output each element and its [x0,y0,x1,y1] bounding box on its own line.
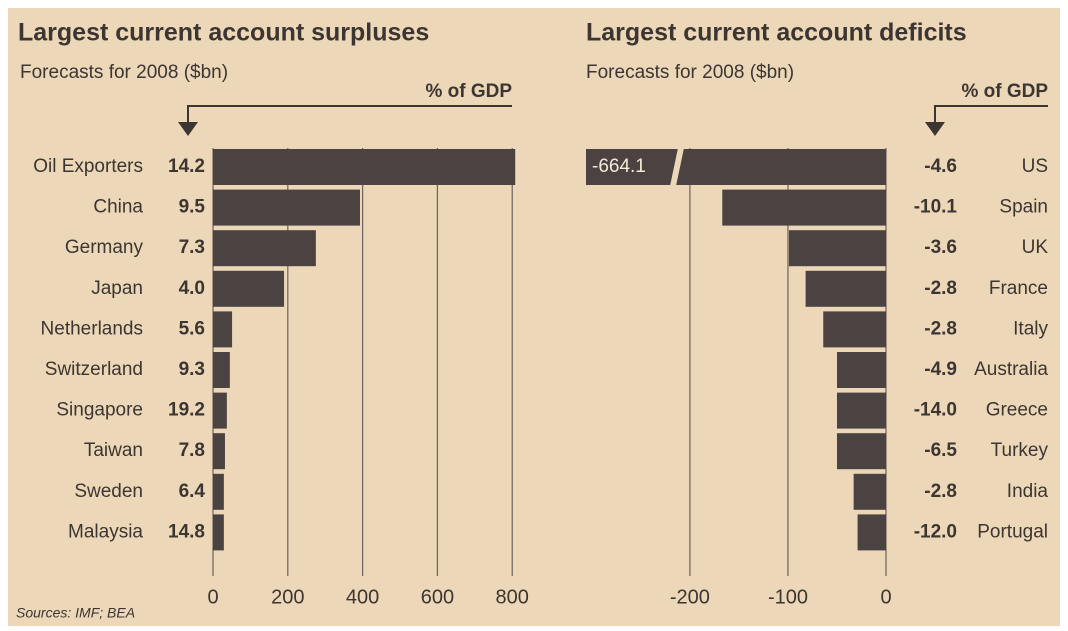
background [8,8,1060,626]
category-label: UK [1022,237,1049,258]
bar [836,392,886,429]
category-label: Singapore [56,400,143,421]
category-label: Australia [974,359,1048,380]
bar [213,189,360,226]
chart-title: Largest current account surpluses [18,19,429,47]
gdp-label: 5.6 [179,318,205,339]
bar [722,189,886,226]
gdp-label: 4.0 [179,278,205,299]
arrow [934,105,1048,124]
x-tick-label: 0 [207,586,218,608]
gdp-label: -14.0 [914,400,957,421]
gdp-label: 19.2 [168,400,205,421]
category-label: Oil Exporters [33,156,143,177]
bar [853,473,886,510]
gdp-label: 7.3 [179,237,205,258]
category-label: Switzerland [45,359,143,380]
gdp-label: -2.8 [924,278,957,299]
arrow [187,105,512,124]
category-label: Portugal [977,521,1048,542]
category-label: Italy [1013,318,1048,339]
category-label: India [1007,481,1049,502]
gdp-header: % of GDP [425,81,512,102]
gdp-label: -6.5 [924,440,957,461]
gdp-label: -2.8 [924,318,957,339]
x-tick-label: -200 [670,586,710,608]
gdp-label: 9.3 [179,359,205,380]
category-label: Greece [986,400,1048,421]
category-label: Spain [999,197,1048,218]
bar [213,311,233,348]
gdp-label: -4.9 [924,359,957,380]
category-label: Sweden [74,481,143,502]
bar [213,433,225,470]
bar [788,230,886,267]
category-label: US [1022,156,1048,177]
arrow-head [925,122,945,136]
category-label: Turkey [991,440,1049,461]
gdp-label: -12.0 [914,521,957,542]
category-label: Taiwan [84,440,143,461]
bar [823,311,886,348]
bar [857,514,886,551]
gdp-label: -4.6 [924,156,957,177]
gdp-label: -10.1 [914,197,958,218]
bar [213,473,224,510]
bar [213,392,227,429]
chart-subtitle: Forecasts for 2008 ($bn) [586,62,794,83]
gdp-label: -3.6 [924,237,957,258]
category-label: Germany [65,237,144,258]
gdp-label: 6.4 [179,481,206,502]
category-label: Malaysia [68,521,143,542]
x-tick-label: 0 [880,586,891,608]
gdp-label: 14.2 [168,156,205,177]
x-tick-label: 400 [346,586,379,608]
category-label: Japan [91,278,143,299]
x-tick-label: 800 [496,586,529,608]
category-label: France [989,278,1048,299]
gdp-label: 14.8 [168,521,205,542]
chart-title: Largest current account deficits [586,19,967,47]
bar [213,270,285,307]
x-tick-label: 600 [421,586,454,608]
bar [213,514,224,551]
bar-break [670,148,684,186]
gdp-header: % of GDP [961,81,1048,102]
x-tick-label: -100 [768,586,808,608]
bar [213,149,516,185]
gdp-label: -2.8 [924,481,957,502]
bar [586,149,886,185]
bar [213,352,230,388]
arrow-head [178,122,198,136]
category-label: China [93,197,143,218]
chart-subtitle: Forecasts for 2008 ($bn) [20,62,228,83]
bar [836,433,886,470]
source: Sources: IMF; BEA [16,605,135,621]
x-tick-label: 200 [271,586,304,608]
bar [213,230,316,267]
bar [836,352,886,388]
category-label: Netherlands [41,318,143,339]
gdp-label: 7.8 [179,440,205,461]
gdp-label: 9.5 [179,197,206,218]
value-label: -664.1 [592,156,646,177]
bar [805,270,886,307]
